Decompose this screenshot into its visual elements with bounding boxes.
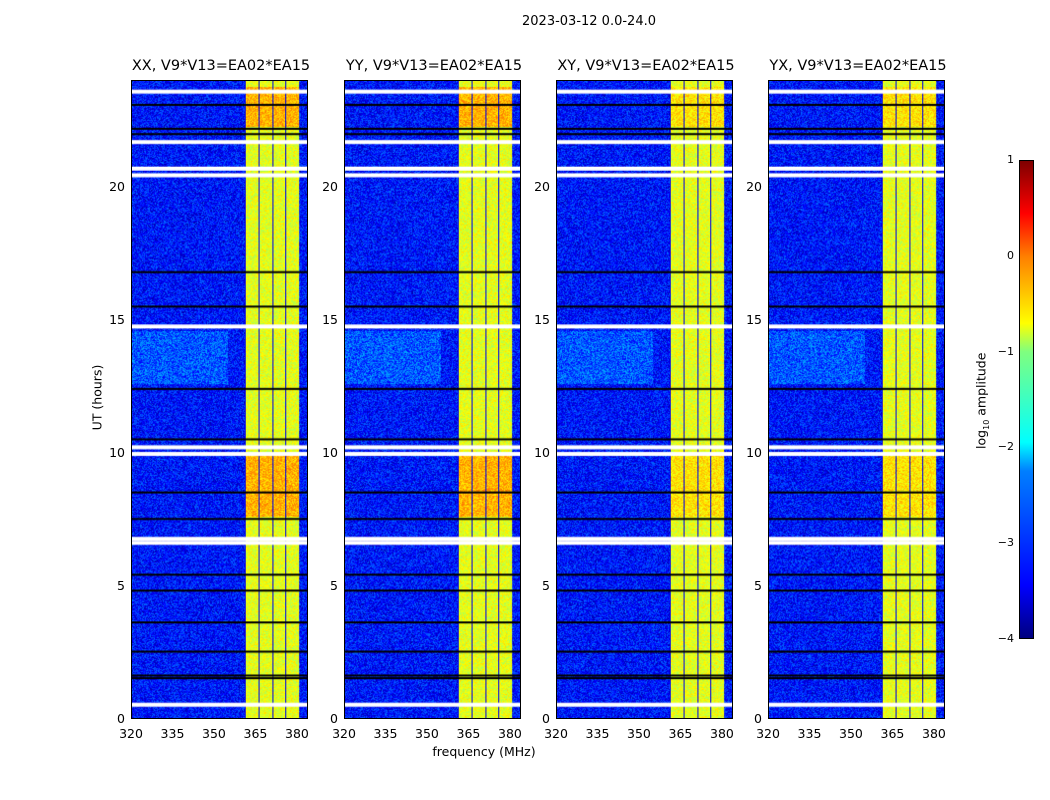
colorbar-tick-label: −4 (997, 632, 1014, 645)
x-tick-label: 320 (119, 726, 143, 741)
colorbar-tick-label: −1 (997, 344, 1014, 358)
y-tick-label: 15 (109, 311, 125, 327)
spectrogram-panel-2: YY, V9*V13=EA02*EA15 320 335 350 365 380 0 5 10 1… (322, 58, 522, 741)
y-tick-label: 0 (754, 711, 762, 726)
y-tick-label: 20 (109, 178, 125, 194)
colorbar-tick-label: 0 (1007, 248, 1014, 262)
y-tick-label: 5 (542, 577, 550, 593)
x-axis-label: frequency (MHz) (432, 744, 536, 759)
y-tick-label: 15 (322, 311, 338, 327)
x-tick-label: 320 (332, 726, 356, 741)
x-tick-label: 350 (839, 726, 863, 741)
y-tick-label: 5 (754, 577, 762, 593)
y-axis-label: UT (hours) (89, 364, 105, 431)
x-tick-label: 350 (202, 726, 226, 741)
x-tick-label: 365 (668, 726, 693, 741)
colorbar-tick-label: −2 (997, 440, 1014, 454)
y-tick-label: 15 (746, 311, 762, 327)
heatmap-image (556, 80, 733, 719)
y-tick-label: 15 (534, 311, 550, 327)
colorbar-tick-label: −3 (997, 536, 1014, 550)
panel-title: XY, V9*V13=EA02*EA15 (557, 58, 735, 74)
x-tick-label: 320 (544, 726, 568, 741)
x-tick-label: 335 (585, 726, 610, 741)
panel-title: XX, V9*V13=EA02*EA15 (131, 58, 311, 74)
x-tick-label: 335 (160, 726, 185, 741)
x-tick-label: 380 (498, 726, 522, 741)
y-tick-label: 0 (542, 711, 550, 726)
x-tick-label: 380 (285, 726, 309, 741)
x-tick-label: 365 (880, 726, 905, 741)
y-tick-label: 20 (746, 178, 762, 194)
x-tick-label: 365 (243, 726, 268, 741)
x-tick-label: 350 (627, 726, 651, 741)
y-tick-label: 20 (534, 178, 550, 194)
colorbar (1019, 160, 1034, 639)
x-tick-label: 335 (373, 726, 398, 741)
heatmap-image (344, 80, 521, 719)
panel-title: YY, V9*V13=EA02*EA15 (345, 58, 523, 74)
figure-title: 2023-03-12 0.0-24.0 (522, 14, 656, 29)
colorbar-label: log10 amplitude (973, 352, 991, 449)
y-tick-label: 10 (322, 444, 338, 460)
x-tick-label: 380 (922, 726, 946, 741)
spectrogram-panel-1: XX, V9*V13=EA02*EA15 320 335 350 365 380 0 5 10 1… (109, 58, 310, 741)
spectrogram-panel-3: XY, V9*V13=EA02*EA15 320 335 350 365 380 0 5 10 1… (534, 58, 735, 741)
x-tick-label: 380 (710, 726, 734, 741)
y-tick-label: 10 (534, 444, 550, 460)
spectrogram-panel-4: YX, V9*V13=EA02*EA15 320 335 350 365 380 0 5 10 1… (746, 58, 947, 741)
x-tick-label: 350 (415, 726, 439, 741)
y-tick-label: 5 (330, 577, 338, 593)
y-tick-label: 10 (109, 444, 125, 460)
x-tick-label: 365 (456, 726, 481, 741)
y-tick-label: 10 (746, 444, 762, 460)
heatmap-image (768, 80, 945, 719)
panel-title: YX, V9*V13=EA02*EA15 (769, 58, 947, 74)
x-tick-label: 320 (756, 726, 780, 741)
heatmap-image (131, 80, 308, 719)
y-tick-label: 0 (330, 711, 338, 726)
x-tick-label: 335 (797, 726, 822, 741)
y-tick-label: 20 (322, 178, 338, 194)
y-tick-label: 5 (117, 577, 125, 593)
y-tick-label: 0 (117, 711, 125, 726)
colorbar-tick-label: 1 (1007, 153, 1014, 166)
